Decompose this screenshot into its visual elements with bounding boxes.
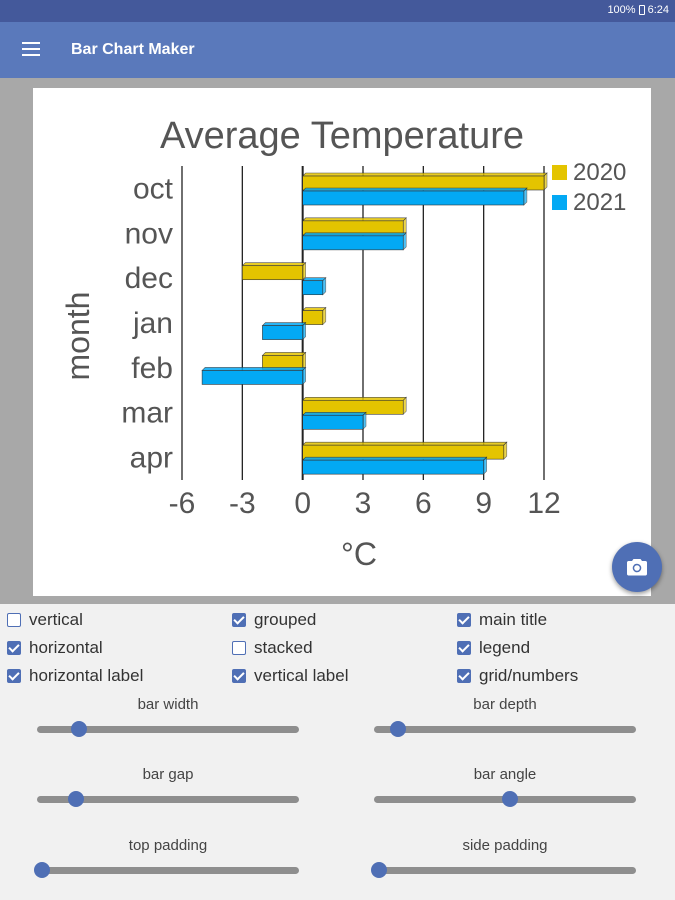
slider-bar-gap[interactable] [37, 791, 299, 807]
clock: 6:24 [647, 4, 669, 16]
bar-2020-mar [301, 396, 407, 416]
option-stacked[interactable]: stacked [232, 637, 313, 659]
bar-2020-feb [261, 351, 307, 371]
bar-2020-nov [301, 217, 407, 236]
slider-thumb[interactable] [68, 791, 85, 807]
option-grouped[interactable]: grouped [232, 609, 316, 631]
slider-bar-width[interactable] [37, 721, 299, 737]
checkbox-grouped[interactable] [232, 613, 246, 627]
checkbox-horizontal[interactable] [7, 641, 21, 655]
category-label: jan [132, 307, 173, 340]
option-label: grouped [254, 610, 317, 629]
slider-label-bar-width: bar width [137, 696, 199, 713]
category-label: oct [133, 172, 174, 205]
x-tick-label: 6 [415, 487, 432, 520]
category-label: feb [131, 352, 173, 385]
option-vertical-label[interactable]: vertical label [232, 665, 349, 687]
bar-2020-jan [301, 306, 327, 326]
battery-percent: 100% [607, 4, 636, 16]
legend-swatch [552, 195, 567, 210]
chart-title: Average Temperature [160, 115, 524, 157]
bar-2021-mar [301, 411, 367, 431]
menu-icon[interactable] [22, 42, 40, 56]
chart-canvas: Average Temperature month °C oct nov dec ja… [33, 88, 651, 596]
y-axis-label: month [60, 292, 96, 381]
slider-track[interactable] [374, 726, 636, 733]
slider-label-bar-depth: bar depth [473, 696, 537, 713]
slider-top-padding[interactable] [34, 862, 299, 878]
camera-button[interactable] [612, 542, 662, 592]
app-title: Bar Chart Maker [71, 41, 195, 58]
x-tick-label: 3 [355, 487, 372, 520]
option-label: grid/numbers [479, 666, 579, 685]
option-horizontal[interactable]: horizontal [7, 637, 103, 659]
option-legend[interactable]: legend [457, 637, 530, 659]
checkbox-vertical-label[interactable] [232, 669, 246, 683]
slider-thumb[interactable] [389, 721, 406, 737]
slider-thumb[interactable] [70, 721, 87, 737]
bar-chart: Average Temperature month °C oct nov dec ja… [60, 115, 626, 572]
slider-track[interactable] [374, 867, 636, 874]
legend-swatch [552, 165, 567, 180]
checkbox-stacked[interactable] [232, 641, 246, 655]
legend-label: 2020 [573, 159, 626, 186]
slider-side-padding[interactable] [371, 862, 636, 878]
category-label: mar [121, 397, 173, 430]
bar-2020-oct [301, 172, 548, 191]
option-label: vertical [29, 610, 83, 629]
checkbox-grid-numbers[interactable] [457, 669, 471, 683]
slider-bar-angle[interactable] [374, 791, 636, 807]
checkbox-vertical[interactable] [7, 613, 21, 627]
category-label: dec [125, 262, 173, 295]
app-bar: Bar Chart Maker [0, 22, 675, 78]
option-label: main title [479, 610, 548, 629]
slider-label-top-padding: top padding [128, 837, 208, 854]
slider-track[interactable] [37, 796, 299, 803]
checkbox-main-title[interactable] [457, 613, 471, 627]
option-label: legend [479, 638, 531, 657]
option-label: horizontal label [29, 666, 144, 685]
option-grid-numbers[interactable]: grid/numbers [457, 665, 578, 687]
options-panel: vertical grouped main title horizontal stack… [0, 604, 675, 900]
camera-icon [627, 559, 647, 576]
x-axis-label: °C [341, 536, 377, 572]
checkbox-legend[interactable] [457, 641, 471, 655]
slider-label-side-padding: side padding [462, 837, 548, 854]
bar-2020-dec [241, 261, 307, 281]
option-vertical[interactable]: vertical [7, 609, 83, 631]
category-label: nov [125, 217, 173, 250]
checkbox-horizontal-label[interactable] [7, 669, 21, 683]
slider-thumb[interactable] [502, 791, 519, 807]
option-label: vertical label [254, 666, 349, 685]
slider-thumb[interactable] [371, 862, 388, 878]
x-tick-label: -3 [229, 487, 256, 520]
option-main-title[interactable]: main title [457, 609, 547, 631]
slider-bar-depth[interactable] [374, 721, 636, 737]
bar-2020-apr [301, 441, 508, 460]
bar-2021-apr [301, 456, 488, 475]
status-bar: 100% 6:24 [0, 0, 675, 22]
x-tick-label: 0 [294, 487, 311, 520]
x-tick-label: 9 [475, 487, 492, 520]
bar-2021-feb [201, 366, 307, 386]
slider-thumb[interactable] [34, 862, 51, 878]
bar-2021-jan [261, 321, 307, 341]
slider-label-bar-gap: bar gap [142, 766, 194, 783]
option-horizontal-label[interactable]: horizontal label [7, 665, 143, 687]
legend-label: 2021 [573, 189, 626, 216]
option-label: horizontal [29, 638, 103, 657]
category-label: apr [130, 442, 173, 475]
bar-2021-dec [301, 276, 327, 296]
x-tick-label: -6 [169, 487, 196, 520]
slider-label-bar-angle: bar angle [473, 766, 537, 783]
bar-2021-oct [301, 187, 528, 206]
option-label: stacked [254, 638, 313, 657]
x-tick-label: 12 [527, 487, 560, 520]
bar-2021-nov [301, 232, 407, 251]
slider-track[interactable] [37, 867, 299, 874]
slider-track[interactable] [37, 726, 299, 733]
battery-icon [638, 5, 645, 15]
